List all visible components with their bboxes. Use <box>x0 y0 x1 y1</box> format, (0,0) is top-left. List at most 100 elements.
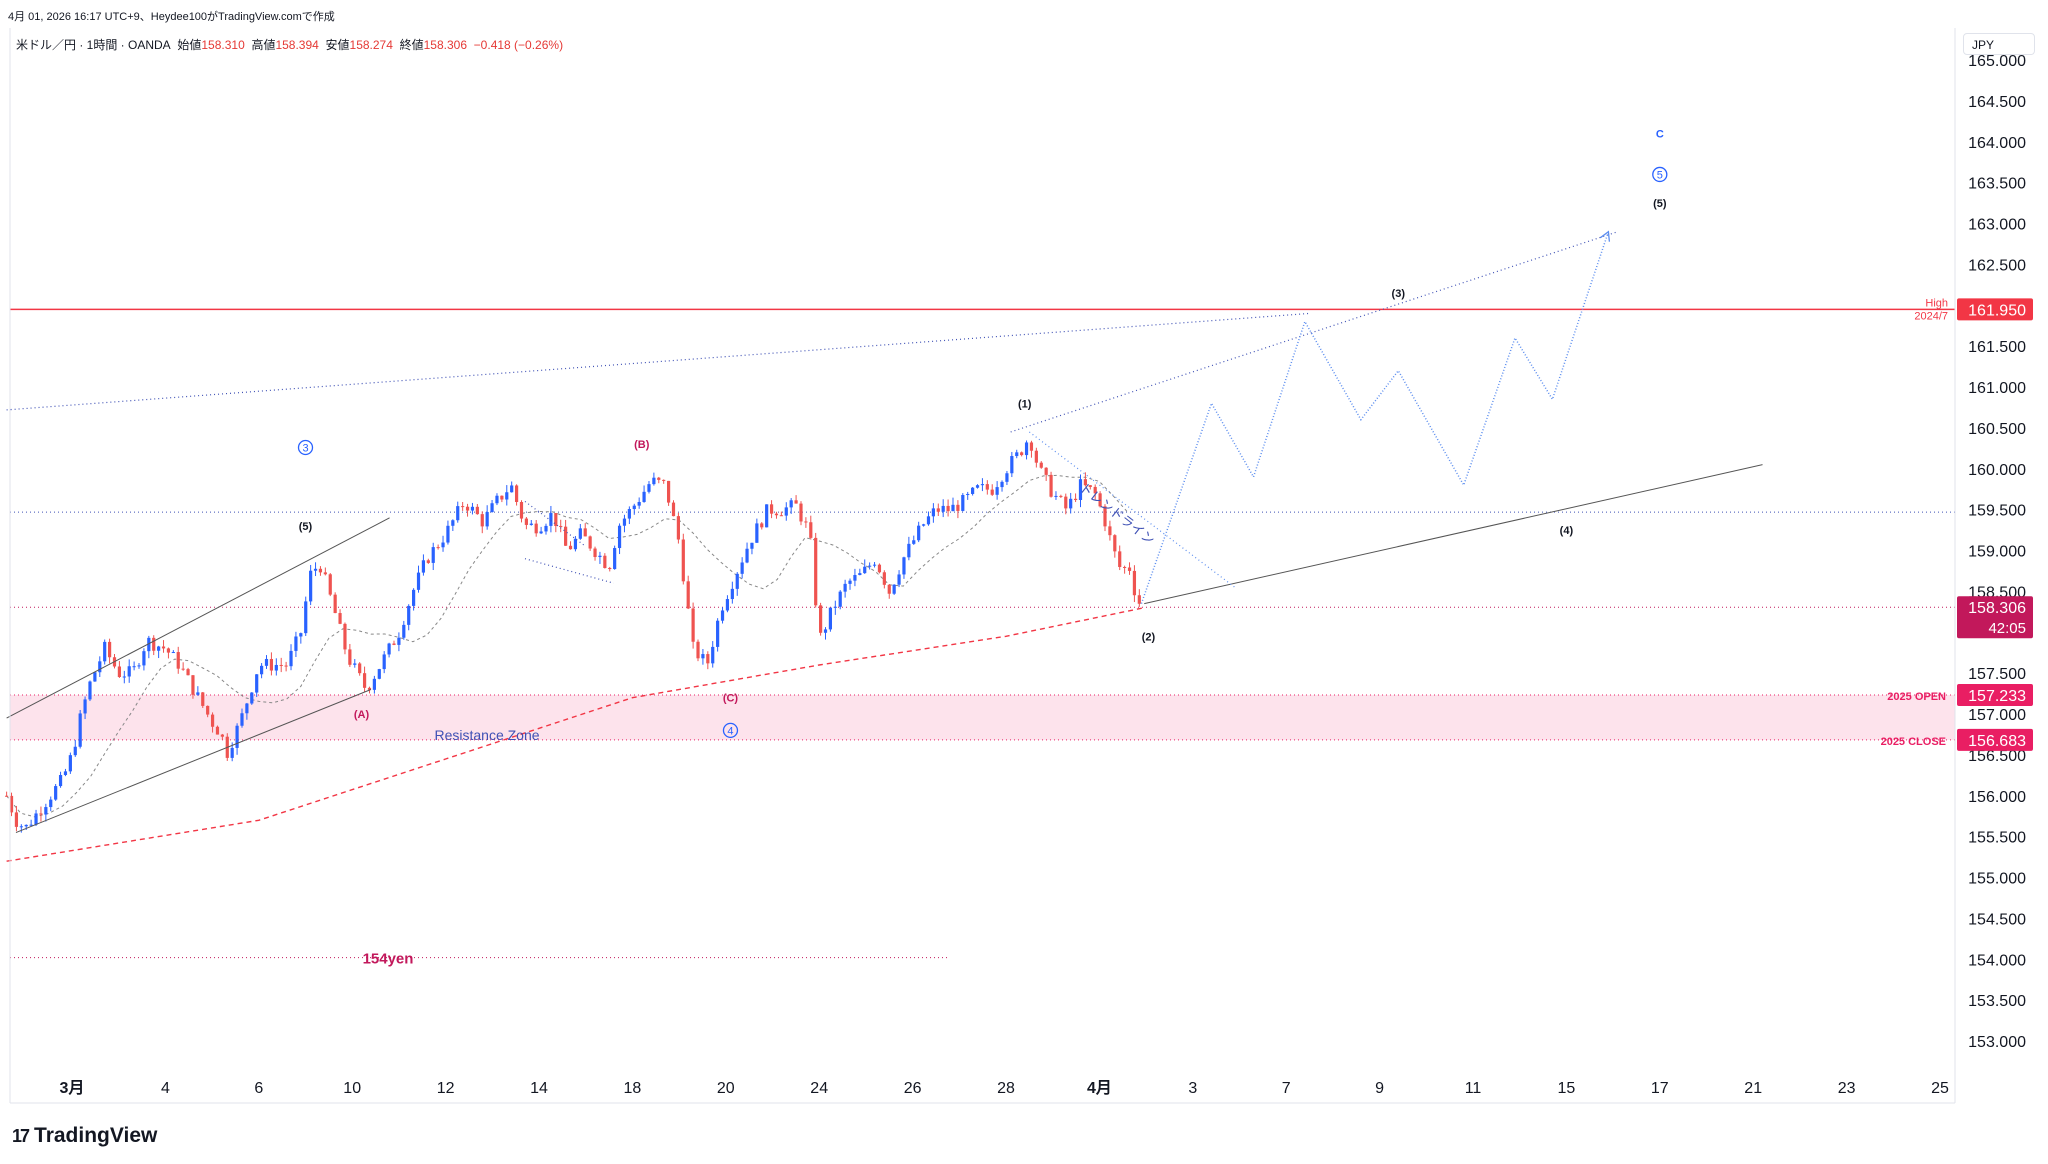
candle-body <box>814 537 818 606</box>
candle-body <box>1020 452 1024 456</box>
candle-body <box>1098 493 1102 507</box>
high-value: 158.394 <box>275 38 319 52</box>
candle-body <box>83 699 87 714</box>
x-tick-label: 20 <box>717 1080 735 1097</box>
candle-body <box>784 507 788 516</box>
candle-body <box>470 506 475 511</box>
tradingview-brand[interactable]: 17 TradingView <box>12 1124 157 1148</box>
candle-body <box>990 489 994 495</box>
candle-body <box>956 504 960 511</box>
candle-body <box>127 666 131 677</box>
candle-body <box>54 786 58 800</box>
y-tick-label: 163.000 <box>1968 217 2026 234</box>
candle-body <box>946 505 950 512</box>
x-tick-label: 6 <box>254 1080 263 1097</box>
candle-body <box>250 692 254 704</box>
candle-body <box>1113 535 1117 552</box>
candle-body <box>230 747 234 758</box>
candle-body <box>892 584 896 594</box>
candle-body <box>284 665 288 667</box>
candle-body <box>926 516 931 525</box>
candle-body <box>431 547 435 563</box>
candle-body <box>583 528 587 537</box>
candle-body <box>387 643 391 655</box>
wave-circle-icon <box>297 439 314 456</box>
wave-circle-icon <box>1652 166 1668 183</box>
wave-circle-icon <box>722 722 739 738</box>
candle-body <box>544 525 548 532</box>
currency-selector[interactable]: JPY <box>1963 33 2035 55</box>
candle-body <box>706 654 710 664</box>
bar-countdown: 42:05 <box>1988 620 2026 637</box>
candle-body <box>971 487 975 494</box>
candle-body <box>564 526 568 546</box>
y-tick-label: 156.500 <box>1968 748 2026 765</box>
candle-body <box>696 641 700 659</box>
candle-body <box>921 524 926 526</box>
candle-body <box>1059 495 1063 497</box>
symbol-title[interactable]: 米ドル／円 · 1時間 · OANDA <box>16 38 171 52</box>
candle-body <box>554 513 558 526</box>
open-2025-label: 2025 OPEN <box>1887 691 1946 703</box>
candle-body <box>730 588 734 600</box>
channel-upper-line <box>6 517 390 719</box>
candle-body <box>245 703 249 714</box>
candle-body <box>279 664 283 666</box>
candle-body <box>1132 570 1137 596</box>
candle-body <box>877 564 882 573</box>
y-tick-label: 163.500 <box>1968 176 2026 193</box>
candle-body <box>39 813 43 815</box>
y-tick-label: 157.500 <box>1968 666 2026 683</box>
candle-body <box>171 652 175 654</box>
candle-body <box>220 734 224 737</box>
candle-body <box>505 492 509 500</box>
candle-body <box>166 648 171 653</box>
candle-body <box>652 477 656 485</box>
candle-body <box>686 581 690 609</box>
candle-body <box>534 523 538 534</box>
high-label: 高値 <box>251 38 276 52</box>
triangle-lower-line <box>524 558 614 584</box>
candle-body <box>392 643 396 645</box>
candle-body <box>397 637 401 645</box>
candle-body <box>353 663 357 665</box>
candle-body <box>765 504 769 528</box>
wave-channel-upper <box>1010 231 1618 433</box>
candle-body <box>769 504 774 514</box>
y-tick-label: 155.500 <box>1968 830 2026 847</box>
candle-body <box>5 795 9 797</box>
resistance-zone <box>10 694 1955 740</box>
x-tick-label: 3 <box>1188 1080 1197 1097</box>
candle-body <box>1127 567 1132 571</box>
candle-body <box>1000 481 1004 488</box>
candle-body <box>412 589 416 606</box>
candle-body <box>961 495 965 511</box>
candle-body <box>235 725 239 748</box>
high-date-label: 2024/7 <box>1914 310 1948 322</box>
candle-body <box>568 545 573 550</box>
x-tick-label: 23 <box>1838 1080 1856 1097</box>
wave-label: (1) <box>1018 398 1032 410</box>
candle-body <box>951 504 955 512</box>
candle-body <box>107 641 112 658</box>
candle-body <box>480 514 484 527</box>
high-price-tag-text: 161.950 <box>1968 302 2026 319</box>
candle-body <box>858 573 862 576</box>
candle-body <box>407 605 411 625</box>
candle-body <box>1049 474 1053 497</box>
y-tick-label: 156.000 <box>1968 789 2026 806</box>
candle-body <box>426 560 430 563</box>
candle-body <box>887 584 891 594</box>
candle-body <box>1137 595 1141 604</box>
candle-body <box>49 799 53 808</box>
candle-body <box>603 555 607 568</box>
candle-body <box>872 564 877 566</box>
candle-body <box>461 506 465 508</box>
open-label: 始値 <box>177 38 202 52</box>
candle-body <box>975 485 980 488</box>
candle-body <box>931 508 935 517</box>
candle-body <box>451 520 455 526</box>
candle-body <box>98 661 102 673</box>
candle-body <box>691 608 695 642</box>
